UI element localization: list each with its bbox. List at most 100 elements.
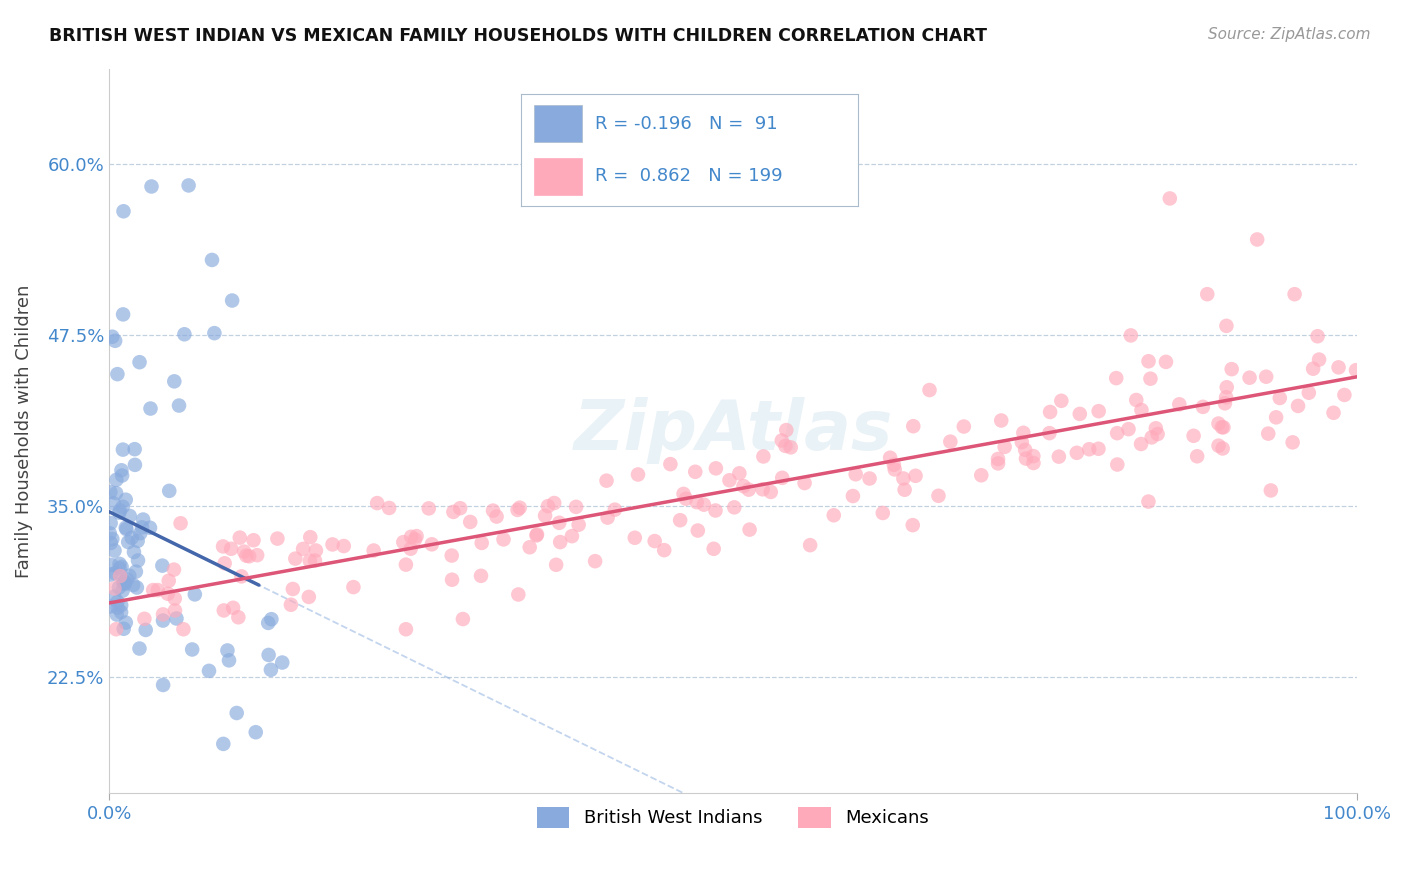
Point	[111, 500, 134, 514]
Point	[568, 517, 591, 532]
Point	[112, 575, 135, 590]
Point	[644, 534, 666, 549]
Point	[623, 531, 645, 545]
Point	[115, 522, 138, 536]
Point	[1208, 439, 1230, 453]
Point	[1333, 388, 1355, 402]
Point	[118, 508, 141, 523]
Point	[202, 326, 225, 340]
Point	[103, 582, 125, 596]
Point	[927, 489, 949, 503]
Point	[321, 537, 343, 551]
Point	[298, 590, 321, 604]
Point	[728, 467, 751, 481]
Point	[125, 581, 148, 595]
Point	[242, 533, 264, 548]
Point	[103, 496, 125, 510]
Legend: British West Indians, Mexicans: British West Indians, Mexicans	[530, 800, 936, 835]
Point	[395, 558, 418, 572]
Point	[103, 590, 125, 604]
Point	[845, 467, 868, 482]
Point	[603, 502, 626, 516]
Point	[111, 442, 134, 457]
Point	[1119, 328, 1142, 343]
Point	[150, 558, 173, 573]
Point	[733, 479, 755, 493]
Point	[229, 531, 252, 545]
Point	[704, 461, 727, 475]
Point	[901, 518, 924, 533]
Point	[392, 535, 415, 549]
Point	[114, 574, 136, 589]
Point	[125, 565, 148, 579]
Point	[482, 503, 505, 517]
Point	[561, 529, 583, 543]
Point	[112, 576, 135, 591]
Point	[238, 549, 260, 564]
Point	[127, 553, 149, 567]
Point	[228, 610, 250, 624]
Point	[1107, 426, 1129, 441]
Point	[672, 487, 695, 501]
Point	[114, 521, 136, 535]
Point	[1015, 451, 1038, 466]
Point	[222, 600, 245, 615]
Point	[1284, 287, 1306, 301]
Point	[108, 581, 131, 595]
Point	[292, 541, 315, 556]
Point	[152, 678, 174, 692]
Point	[1286, 399, 1309, 413]
Point	[506, 503, 529, 517]
Point	[596, 510, 619, 524]
Point	[1302, 361, 1324, 376]
Point	[1327, 360, 1350, 375]
Point	[738, 523, 761, 537]
Point	[112, 307, 135, 321]
Point	[1144, 421, 1167, 435]
Point	[142, 583, 165, 598]
Point	[156, 587, 179, 601]
Point	[399, 541, 422, 556]
Point	[134, 612, 156, 626]
Point	[471, 536, 494, 550]
Point	[1139, 372, 1161, 386]
Point	[546, 558, 568, 572]
Point	[893, 483, 915, 497]
Point	[793, 476, 815, 491]
Point	[420, 537, 443, 551]
Point	[104, 566, 127, 580]
Point	[108, 506, 131, 520]
Point	[775, 439, 797, 453]
Point	[404, 533, 426, 547]
Point	[1011, 435, 1033, 450]
Point	[1344, 363, 1367, 377]
Point	[281, 582, 304, 596]
Point	[163, 563, 186, 577]
Point	[105, 473, 128, 487]
Point	[124, 458, 146, 472]
Point	[122, 545, 145, 559]
Point	[231, 569, 253, 583]
Point	[257, 615, 280, 630]
Point	[1168, 397, 1191, 411]
Point	[458, 515, 481, 529]
Point	[883, 462, 905, 476]
Point	[214, 556, 236, 570]
Point	[122, 578, 145, 592]
Point	[686, 524, 709, 538]
Point	[1078, 442, 1101, 457]
Point	[152, 607, 174, 622]
Point	[217, 643, 239, 657]
Point	[987, 456, 1010, 470]
Point	[112, 204, 135, 219]
Point	[257, 648, 280, 662]
Point	[799, 538, 821, 552]
Point	[685, 465, 707, 479]
Point	[114, 492, 136, 507]
Point	[703, 541, 725, 556]
Point	[246, 548, 269, 562]
Point	[304, 553, 326, 567]
Point	[519, 541, 541, 555]
Point	[449, 501, 471, 516]
Point	[163, 375, 186, 389]
